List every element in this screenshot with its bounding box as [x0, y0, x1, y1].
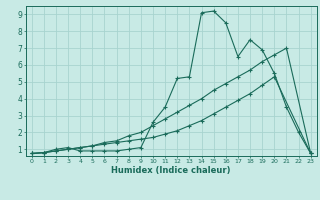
X-axis label: Humidex (Indice chaleur): Humidex (Indice chaleur) [111, 166, 231, 175]
